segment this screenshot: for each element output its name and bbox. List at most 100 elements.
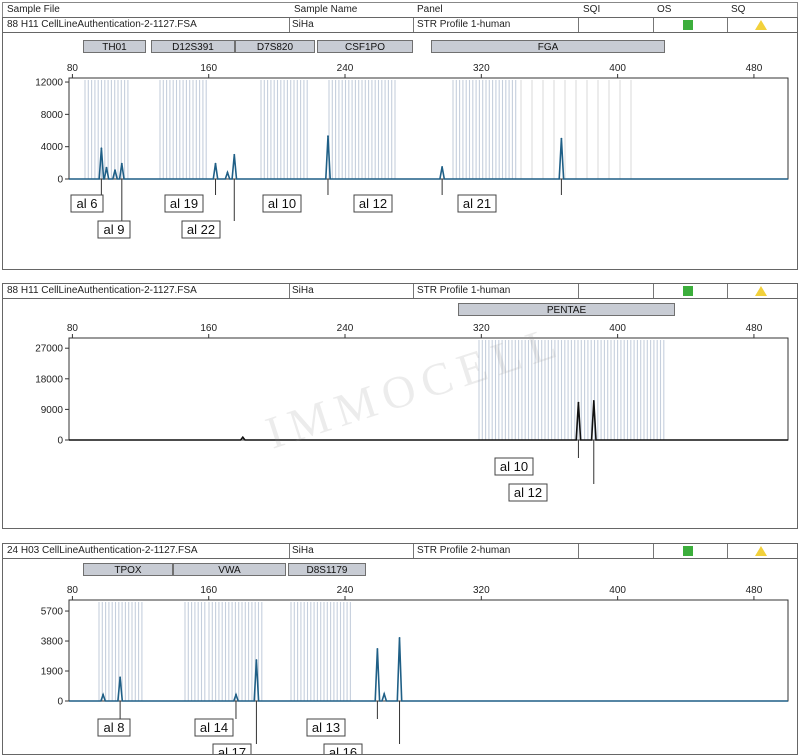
header-os: OS [657,4,672,15]
allele-label: al 6 [77,196,98,211]
x-tick-label: 320 [473,323,490,334]
electropherogram-panel-3[interactable]: 24 H03 CellLineAuthentication-2-1127.FSA… [2,543,798,755]
marker-d12s391[interactable]: D12S391 [151,40,235,53]
x-tick-label: 400 [609,585,626,596]
sample-row[interactable]: 88 H11 CellLineAuthentication-2-1127.FSA… [3,284,797,299]
marker-tpox[interactable]: TPOX [83,563,173,576]
x-tick-label: 480 [746,585,763,596]
allele-label-box [494,457,534,476]
peak-point [119,676,122,679]
sample-file-name: 88 H11 CellLineAuthentication-2-1127.FSA [7,19,197,30]
allele-bins [84,80,632,179]
peak-point [226,171,229,174]
electropherogram-panel-1[interactable]: 88 H11 CellLineAuthentication-2-1127.FSA… [2,17,798,270]
allele-label: al 10 [268,196,296,211]
x-tick-label: 240 [337,323,354,334]
sample-file-name: 24 H03 CellLineAuthentication-2-1127.FSA [7,545,198,556]
x-tick-label: 240 [337,585,354,596]
sq-warning-icon [755,286,767,296]
y-tick-label: 3800 [41,637,64,648]
x-tick-label: 480 [746,63,763,74]
trace-line [69,637,788,702]
peak-point [102,693,104,696]
peak-point [241,436,244,439]
y-tick-label: 8000 [41,110,64,121]
x-tick-label: 160 [200,585,217,596]
peak-point [214,162,217,165]
marker-fga[interactable]: FGA [431,40,665,53]
sample-row[interactable]: 24 H03 CellLineAuthentication-2-1127.FSA… [3,544,797,559]
sq-warning-icon [755,20,767,30]
y-tick-label: 1900 [41,667,64,678]
x-tick-label: 80 [67,63,79,74]
allele-label: al 14 [200,720,228,735]
sample-name: SiHa [292,545,314,556]
plot-frame [68,599,789,702]
allele-label: al 19 [170,196,198,211]
allele-label-box [323,743,363,754]
y-tick-label: 0 [57,697,63,708]
electropherogram-chart-1: 80 160 240 320 400 480 0 4000 8000 12000 al 6 al 9 a… [35,63,789,239]
y-tick-label: 5700 [41,607,64,618]
allele-label: al 17 [218,745,246,754]
allele-label: al 12 [514,485,542,500]
allele-label-box [262,194,302,213]
allele-label-box [164,194,204,213]
peak-point [592,400,595,402]
peak-point [383,692,386,695]
y-tick-label: 4000 [41,142,64,153]
marker-d8s1179[interactable]: D8S1179 [288,563,366,576]
sample-row[interactable]: 88 H11 CellLineAuthentication-2-1127.FSA… [3,18,797,33]
panel-name: STR Profile 2-human [417,545,511,556]
os-status-icon [683,20,693,30]
os-status-icon [683,546,693,556]
allele-label: al 21 [463,196,491,211]
allele-label: al 8 [104,720,125,735]
marker-csf1po[interactable]: CSF1PO [317,40,413,53]
allele-label: al 16 [329,745,357,754]
peak-point [100,147,103,150]
header-sample-name: Sample Name [294,4,358,15]
allele-label-box [97,220,131,239]
trace-line [69,136,788,180]
x-tick-label: 80 [67,585,79,596]
marker-vwa[interactable]: VWA [173,563,286,576]
electropherogram-panel-2[interactable]: 88 H11 CellLineAuthentication-2-1127.FSA… [2,283,798,529]
plot-frame [68,337,789,441]
y-tick-label: 18000 [35,374,63,385]
panel-name: STR Profile 1-human [417,19,511,30]
marker-pentae[interactable]: PENTAE [458,303,675,316]
allele-label-box [353,194,393,213]
column-header-row: Sample File Sample Name Panel SQI OS SQ [2,2,798,17]
header-sqi: SQI [583,4,601,15]
header-panel: Panel [417,4,443,15]
trace-line [69,400,788,441]
allele-label: al 13 [312,720,340,735]
electropherogram-chart-3: 80 160 240 320 400 480 0 1900 3800 5700 al 8 al 14 a… [41,585,789,754]
peak-point [398,636,401,639]
allele-label: al 12 [359,196,387,211]
peak-point [560,137,563,140]
allele-bins [98,602,351,701]
peak-point [235,693,237,696]
header-sample-file: Sample File [7,4,60,15]
allele-bins [478,340,665,440]
peak-point [120,162,123,165]
marker-th01[interactable]: TH01 [83,40,146,53]
peak-point [577,401,580,404]
allele-label-box [306,718,346,737]
sq-warning-icon [755,546,767,556]
marker-d7s820[interactable]: D7S820 [235,40,315,53]
x-tick-label: 160 [200,63,217,74]
x-tick-label: 160 [200,323,217,334]
y-tick-label: 27000 [35,344,63,355]
peak-point [114,169,116,172]
allele-label: al 10 [500,459,528,474]
allele-label: al 22 [187,222,215,237]
allele-label-box [508,483,548,502]
sample-name: SiHa [292,19,314,30]
peak-point [105,166,108,169]
y-tick-label: 0 [57,175,63,186]
os-status-icon [683,286,693,296]
x-tick-label: 240 [337,63,354,74]
